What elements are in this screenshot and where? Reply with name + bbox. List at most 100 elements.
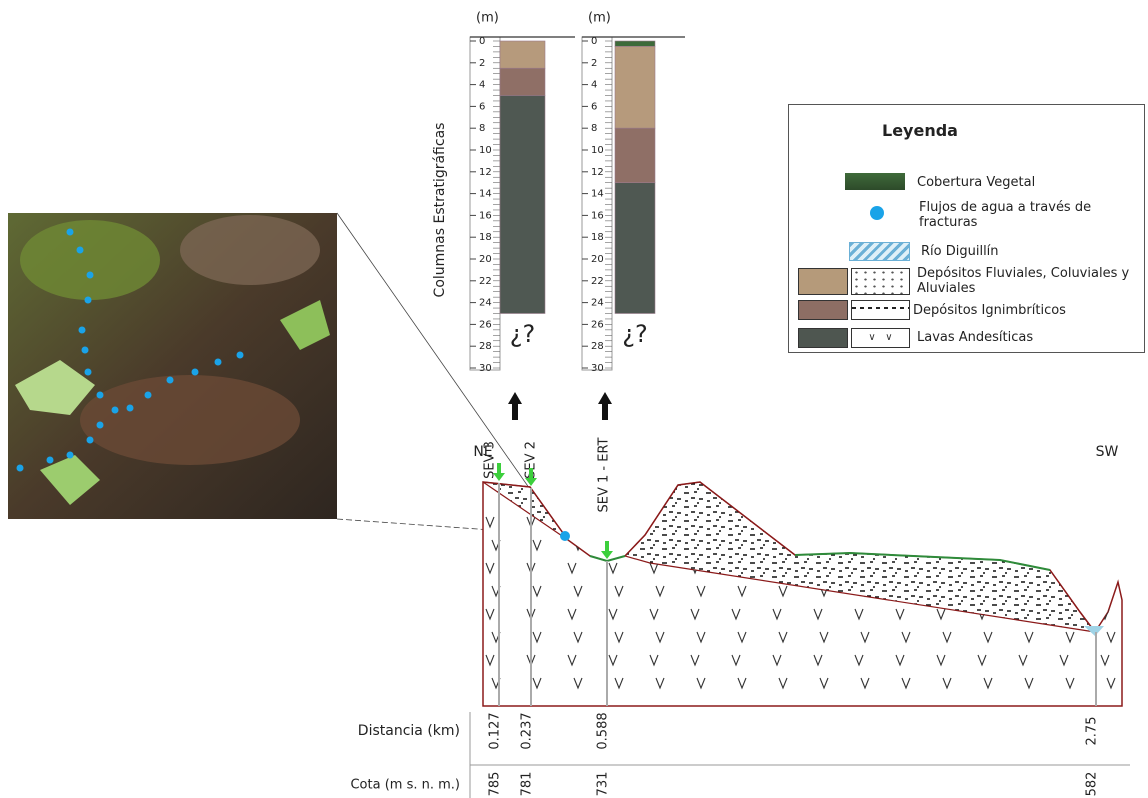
depth-label: 16 xyxy=(591,210,604,221)
distance-label: Distancia (km) xyxy=(358,723,460,739)
sounding-label: SEV 1 - ERT xyxy=(597,437,612,512)
legend-item: Lavas Andesíticas xyxy=(917,330,1033,345)
legend-item: Depósitos Ignimbríticos xyxy=(913,303,1066,318)
water-dot xyxy=(17,465,24,472)
layer xyxy=(615,46,655,128)
depth-label: 24 xyxy=(591,298,604,309)
unknown-depth: ¿? xyxy=(510,320,535,348)
water-dot xyxy=(77,247,84,254)
photo xyxy=(8,213,337,519)
depth-label: 22 xyxy=(479,276,492,287)
depth-label: 4 xyxy=(479,80,485,91)
depth-label: 22 xyxy=(591,276,604,287)
distance: 0.237 xyxy=(520,712,535,749)
water-dot xyxy=(47,457,54,464)
swatch xyxy=(851,300,910,320)
v-mark xyxy=(609,517,617,527)
v-mark xyxy=(861,540,869,550)
water-dot xyxy=(85,297,92,304)
depth-label: 2 xyxy=(591,58,597,69)
v-mark xyxy=(814,517,822,527)
depth-label: 14 xyxy=(591,189,604,200)
layer xyxy=(615,128,655,183)
depth-label: 2 xyxy=(479,58,485,69)
water-dot xyxy=(97,392,104,399)
water-dot xyxy=(85,369,92,376)
water-dot xyxy=(87,437,94,444)
v-mark xyxy=(1019,517,1027,527)
swatch xyxy=(798,268,848,295)
v-mark xyxy=(1066,540,1074,550)
depth-label: 14 xyxy=(479,189,492,200)
depth-label: 24 xyxy=(479,298,492,309)
depth-label: 6 xyxy=(591,101,597,112)
unit-label: (m) xyxy=(476,11,499,26)
water-dot xyxy=(67,229,74,236)
layer xyxy=(615,183,655,314)
sounding-arrow xyxy=(601,541,613,559)
water-dot xyxy=(192,369,199,376)
water-dot xyxy=(87,272,94,279)
legend: Leyenda Cobertura Vegetal Flujos de agua… xyxy=(788,104,1145,353)
v-mark xyxy=(902,540,910,550)
legend-item: Cobertura Vegetal xyxy=(917,175,1035,190)
swatch: ∨ ∨ xyxy=(851,328,910,348)
swatch xyxy=(798,328,848,348)
layer xyxy=(500,96,545,314)
water-dot xyxy=(167,377,174,384)
v-mark xyxy=(896,517,904,527)
depth-label: 8 xyxy=(591,123,597,134)
layer xyxy=(500,68,545,95)
depth-label: 28 xyxy=(591,341,604,352)
depth-label: 0 xyxy=(591,36,597,47)
legend-item: Flujos de agua a través de fracturas xyxy=(919,200,1119,230)
swatch xyxy=(849,242,910,261)
depth-label: 12 xyxy=(479,167,492,178)
water-dot xyxy=(79,327,86,334)
swatch xyxy=(845,173,905,190)
v-mark xyxy=(1107,540,1115,550)
depth-label: 20 xyxy=(479,254,492,265)
depth-label: 18 xyxy=(479,232,492,243)
water-dot xyxy=(112,407,119,414)
arrow xyxy=(508,392,522,420)
water-dot xyxy=(82,347,89,354)
elevation: 785 xyxy=(488,772,503,797)
depth-label: 30 xyxy=(591,363,604,374)
depth-label: 26 xyxy=(591,319,604,330)
swatch xyxy=(870,206,884,220)
v-mark xyxy=(1025,540,1033,550)
distance: 0.127 xyxy=(488,712,503,749)
depth-label: 6 xyxy=(479,101,485,112)
water-dot xyxy=(97,422,104,429)
unknown-depth: ¿? xyxy=(622,320,647,348)
v-mark xyxy=(1101,517,1109,527)
depth-label: 12 xyxy=(591,167,604,178)
elevation: 731 xyxy=(596,772,611,797)
elevation-label: Cota (m s. n. m.) xyxy=(350,778,460,793)
elevation: 582 xyxy=(1085,772,1100,797)
legend-item: Depósitos Fluviales, Coluviales y Aluvia… xyxy=(917,266,1142,296)
depth-label: 8 xyxy=(479,123,485,134)
water-flow xyxy=(560,531,570,541)
water-dot xyxy=(237,352,244,359)
arrow xyxy=(598,392,612,420)
v-mark xyxy=(773,517,781,527)
layer xyxy=(615,41,655,46)
water-dot xyxy=(127,405,134,412)
page: Columnas Estratigráficas NE SW Distancia… xyxy=(0,0,1148,798)
v-mark xyxy=(978,517,986,527)
v-mark xyxy=(1101,563,1109,573)
depth-label: 16 xyxy=(479,210,492,221)
legend-item: Río Diguillín xyxy=(921,244,999,259)
water-dot xyxy=(67,452,74,459)
v-mark xyxy=(855,517,863,527)
depth-label: 18 xyxy=(591,232,604,243)
columns-label: Columnas Estratigráficas xyxy=(432,123,448,298)
depth-label: 0 xyxy=(479,36,485,47)
v-mark xyxy=(943,540,951,550)
depth-label: 4 xyxy=(591,80,597,91)
unit-label: (m) xyxy=(588,11,611,26)
elevation: 781 xyxy=(520,772,535,797)
v-mark xyxy=(984,540,992,550)
